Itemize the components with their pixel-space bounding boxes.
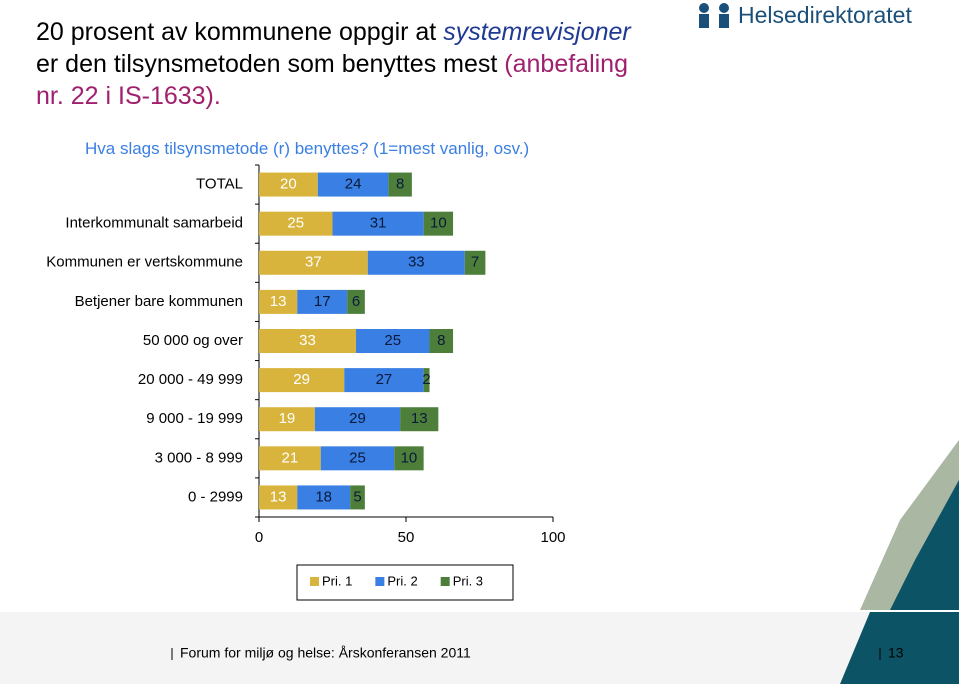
data-label: 5 (353, 488, 361, 505)
y-tick-label: 9 000 - 19 999 (146, 410, 243, 427)
bar-segment (356, 329, 430, 353)
data-label: 24 (345, 176, 362, 193)
title-part: er den tilsynsmetoden som benyttes mest (36, 50, 505, 78)
y-tick-label: 0 - 2999 (188, 488, 243, 505)
y-tick-label: 50 000 og over (143, 332, 243, 349)
x-tick-label: 0 (255, 529, 263, 546)
data-label: 19 (279, 410, 296, 427)
data-label: 10 (401, 449, 418, 466)
data-label: 13 (270, 293, 287, 310)
bar-segment (259, 289, 298, 314)
data-label: 21 (282, 449, 299, 466)
data-label: 8 (437, 332, 445, 349)
data-label: 6 (352, 293, 360, 310)
y-tick-label: 20 000 - 49 999 (138, 371, 243, 388)
page-number: 13 (888, 645, 904, 661)
bar-segment (350, 485, 365, 510)
data-label: 25 (384, 332, 401, 349)
bar-segment (429, 329, 454, 353)
data-label: 13 (270, 488, 287, 505)
bar-segment (259, 211, 333, 236)
bar-segment (320, 446, 395, 471)
bar-segment (297, 485, 351, 510)
y-tick-label: 3 000 - 8 999 (155, 449, 243, 466)
bar-segment (388, 172, 412, 197)
bar-segment (259, 329, 357, 353)
bar-segment (314, 407, 401, 432)
slide-title: 20 prosent av kommunene oppgir at system… (36, 16, 631, 112)
bar-segment (464, 250, 486, 275)
legend-label: Pri. 1 (322, 573, 352, 588)
bar-segment (259, 407, 315, 432)
legend-label: Pri. 2 (387, 573, 417, 588)
title-part: 20 prosent av kommunene oppgir at (36, 18, 444, 46)
chart-title: Hva slags tilsynsmetode (r) benyttes? (1… (85, 139, 529, 158)
title-part: nr. 22 i IS-1633). (36, 82, 221, 110)
data-label: 17 (314, 293, 331, 310)
legend-box (296, 564, 514, 601)
legend-swatch (440, 577, 450, 586)
legend-swatch (310, 577, 319, 586)
data-label: 27 (376, 371, 393, 388)
logo-icon (699, 3, 729, 28)
logo-text: Helsedirektoratet (738, 2, 912, 28)
bar-segment (394, 446, 424, 471)
data-label: 13 (411, 410, 428, 427)
data-label: 33 (408, 254, 425, 271)
footer-band (0, 612, 959, 684)
title-part: systemrevisjoner (443, 18, 631, 46)
data-label: 8 (396, 176, 404, 193)
data-label: 25 (287, 215, 304, 232)
bar-segment (259, 368, 345, 393)
bar-segment (332, 211, 424, 236)
data-label: 7 (471, 254, 479, 271)
y-tick-label: Kommunen er vertskommune (46, 254, 243, 271)
data-label: 10 (430, 215, 447, 232)
title-part: (anbefaling (504, 50, 628, 78)
x-tick-label: 100 (540, 529, 565, 546)
data-label: 29 (349, 410, 366, 427)
data-label: 18 (315, 488, 332, 505)
footer-text: Forum for miljø og helse: Årskonferansen… (180, 645, 471, 661)
legend-swatch (375, 577, 385, 586)
bar-segment (259, 250, 368, 275)
decor (840, 612, 959, 684)
data-label: 31 (370, 215, 387, 232)
x-tick-label: 50 (398, 529, 415, 546)
decor (890, 480, 959, 610)
bar-segment (297, 289, 348, 314)
bar-segment (400, 407, 439, 432)
bar-segment (317, 172, 389, 197)
data-label: 37 (305, 254, 322, 271)
legend-label: Pri. 3 (453, 573, 483, 588)
data-label: 20 (280, 176, 297, 193)
y-tick-label: TOTAL (196, 176, 243, 193)
bar-segment (347, 289, 365, 314)
y-tick-label: Interkommunalt samarbeid (65, 215, 243, 232)
data-label: 25 (349, 449, 366, 466)
bar-segment (259, 485, 298, 510)
data-label: 29 (293, 371, 310, 388)
bar-segment (367, 250, 465, 275)
y-tick-label: Betjener bare kommunen (75, 293, 243, 310)
bar-segment (259, 172, 318, 197)
bar-segment (344, 368, 424, 393)
bar-segment (423, 211, 454, 236)
bar-segment (259, 446, 321, 471)
data-label: 2 (422, 371, 430, 388)
bar-segment (423, 368, 430, 393)
data-label: 33 (299, 332, 316, 349)
